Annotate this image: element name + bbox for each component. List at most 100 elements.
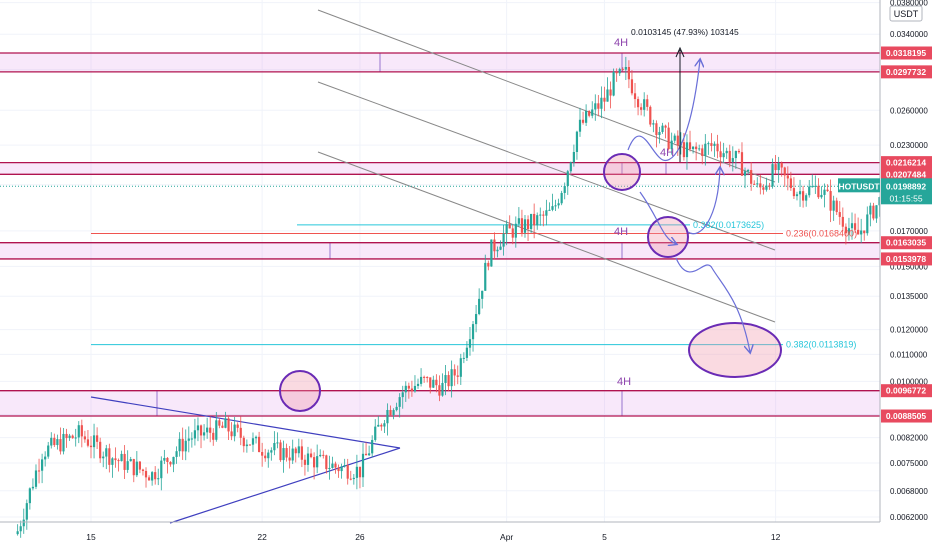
candle-body: [355, 466, 358, 478]
candle-body: [805, 195, 808, 201]
candle-body: [358, 466, 362, 478]
candle-body: [600, 97, 603, 109]
zone-rect: [0, 242, 880, 259]
candle-body: [578, 119, 582, 132]
candle-body: [28, 488, 31, 504]
candle-body: [823, 189, 826, 195]
candle-body: [581, 119, 585, 123]
candle-body: [468, 339, 472, 348]
candle-body: [303, 459, 307, 465]
candle-body: [627, 66, 630, 80]
time-tick-label: 22: [257, 532, 267, 542]
triangle-upper-line: [90, 396, 401, 449]
candle-body: [343, 465, 346, 467]
price-tick-label: 0.0100000: [890, 377, 928, 386]
candle-body: [704, 143, 707, 156]
candle-body: [585, 110, 588, 123]
candle-body: [636, 99, 640, 108]
candle-body: [802, 191, 805, 201]
candle-body: [196, 425, 200, 431]
candle-body: [866, 214, 869, 234]
candle-body: [462, 357, 465, 359]
candle-body: [288, 457, 291, 461]
candle-body: [401, 392, 404, 398]
fib-target-circle: [647, 216, 689, 258]
candle-body: [554, 205, 557, 207]
candle-body: [257, 436, 261, 453]
candle-body: [630, 79, 634, 94]
candle-body: [325, 455, 328, 470]
candle-body: [676, 135, 679, 146]
candle-body: [120, 453, 123, 462]
projection-path-rebound: [687, 168, 720, 235]
candle-body: [728, 150, 731, 162]
symbol-price-tag: HOTUSDT 0.0198892 01:15:55: [838, 178, 932, 205]
candle-body: [829, 191, 832, 211]
candle-body: [502, 233, 505, 247]
candle-body: [792, 188, 796, 197]
candle-body: [496, 249, 499, 252]
candle-body: [282, 448, 285, 461]
candle-body: [725, 150, 728, 154]
candle-body: [300, 446, 303, 460]
candle-body: [34, 470, 38, 487]
candle-body: [533, 213, 536, 226]
candle-body: [875, 205, 878, 219]
candle-body: [334, 463, 337, 468]
candle-body: [780, 162, 783, 168]
level-label-bg: [881, 65, 932, 79]
price-tick-label: 0.0068000: [890, 487, 928, 496]
candle-body: [471, 324, 475, 340]
candle-body: [863, 230, 866, 234]
candle-body: [569, 162, 572, 172]
candle-body: [368, 453, 371, 456]
timeframe-tag: 4H: [660, 147, 674, 159]
price-axis-bg: [880, 0, 932, 550]
candle-body: [337, 467, 340, 472]
candle-body: [349, 478, 352, 480]
candle-body: [199, 425, 203, 436]
timeframe-tag: 4H: [614, 37, 628, 49]
candle-body: [707, 143, 710, 145]
level-label-bg: [881, 409, 932, 423]
candle-body: [340, 466, 343, 472]
candle-body: [374, 426, 377, 440]
candle-body: [163, 457, 166, 461]
time-tick-label: 26: [355, 532, 365, 542]
time-axis[interactable]: 152226Apr5121926May: [86, 532, 932, 542]
candle-body: [193, 430, 197, 439]
candle-body: [175, 451, 178, 457]
candle-body: [352, 477, 355, 480]
zone-rect: [0, 162, 880, 175]
grid: [0, 0, 880, 522]
candle-body: [129, 459, 132, 462]
candle-body: [132, 459, 135, 476]
candle-body: [542, 214, 545, 216]
candle-body: [487, 262, 490, 267]
candle-body: [141, 469, 145, 471]
price-tick-label: 0.0082000: [890, 434, 928, 443]
channel-line: [317, 81, 776, 251]
candle-body: [41, 459, 44, 471]
candle-body: [273, 442, 276, 451]
level-label-bg: [881, 46, 932, 60]
candle-body: [853, 223, 857, 230]
candle-body: [511, 228, 514, 238]
candle-body: [474, 314, 478, 325]
candle-body: [682, 142, 686, 158]
candle-body: [160, 460, 163, 479]
candle-body: [566, 171, 569, 187]
candle-body: [361, 453, 365, 478]
candle-body: [316, 456, 319, 468]
candle-body: [44, 456, 47, 460]
candle-body: [68, 435, 71, 439]
time-tick-label: 12: [771, 532, 781, 542]
candle-body: [413, 385, 417, 392]
candle-body: [572, 152, 575, 163]
candle-body: [835, 200, 838, 213]
candle-body: [242, 437, 245, 447]
candle-body: [869, 205, 872, 215]
candle-body: [530, 213, 533, 230]
candle-body: [221, 425, 224, 428]
